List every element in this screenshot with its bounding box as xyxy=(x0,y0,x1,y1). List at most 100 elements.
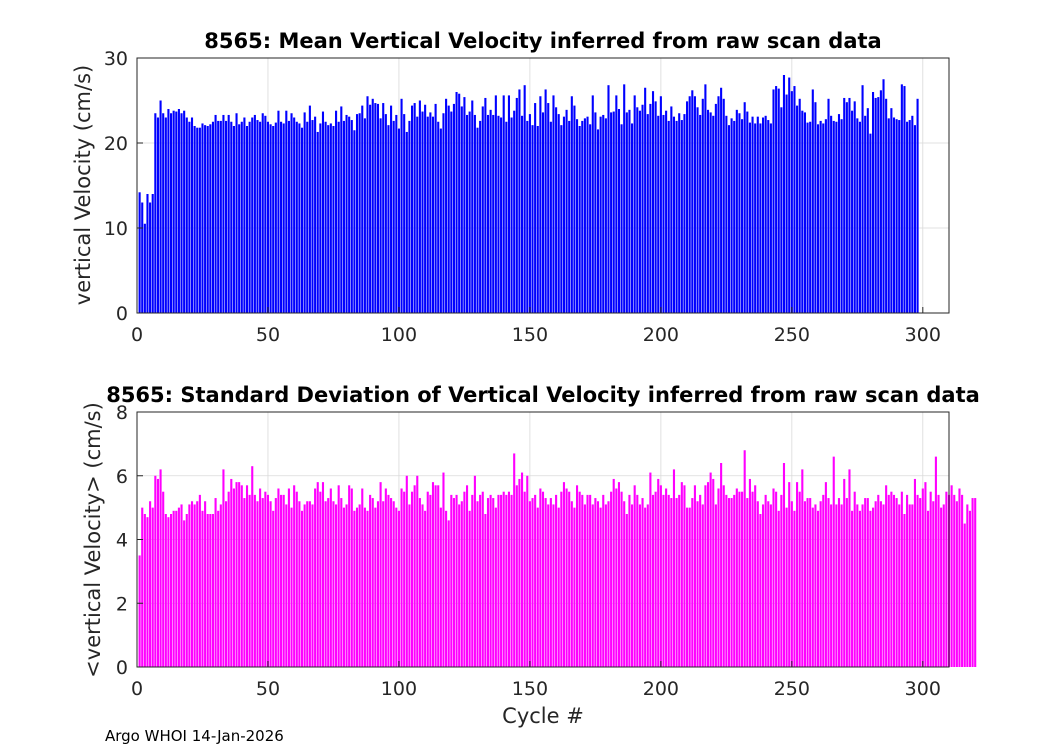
bar xyxy=(523,491,526,667)
bar xyxy=(557,507,560,668)
bar xyxy=(751,491,754,667)
bar xyxy=(906,494,909,668)
bar xyxy=(306,121,309,313)
bar xyxy=(437,121,440,313)
bar xyxy=(285,504,288,667)
bar xyxy=(751,116,754,314)
bar xyxy=(589,494,592,668)
bar xyxy=(843,478,846,667)
bar xyxy=(232,126,235,313)
bar xyxy=(507,95,510,314)
bar xyxy=(908,120,911,313)
bar xyxy=(906,121,909,313)
bar xyxy=(628,494,631,668)
bar xyxy=(874,501,877,667)
bar xyxy=(767,120,770,313)
bar xyxy=(610,491,613,667)
x-tick-label: 300 xyxy=(905,324,941,346)
bar xyxy=(924,482,927,668)
bar xyxy=(803,501,806,667)
bar xyxy=(162,113,165,313)
y-tick-label: 4 xyxy=(116,530,128,552)
bar xyxy=(321,482,325,668)
bar xyxy=(678,113,681,313)
bar xyxy=(348,116,351,314)
bar xyxy=(345,114,348,313)
bar xyxy=(798,491,801,667)
bar xyxy=(788,482,791,668)
x-tick-label: 250 xyxy=(774,324,810,346)
bar xyxy=(615,488,618,667)
bar xyxy=(458,93,461,313)
bar xyxy=(649,472,652,667)
bar xyxy=(832,456,835,668)
bar xyxy=(887,494,890,668)
bar xyxy=(274,122,277,313)
bar xyxy=(594,498,597,667)
bar xyxy=(243,498,246,667)
bar xyxy=(712,478,715,667)
bar xyxy=(219,120,222,314)
bar xyxy=(738,491,741,667)
bar xyxy=(300,127,304,313)
bar xyxy=(659,485,662,667)
bar xyxy=(287,488,290,667)
bar xyxy=(788,77,791,313)
bar xyxy=(576,485,579,667)
bar xyxy=(201,510,204,667)
bar xyxy=(361,488,364,667)
bar xyxy=(617,482,621,668)
bar xyxy=(332,126,335,313)
bar xyxy=(777,510,780,667)
bar xyxy=(691,90,694,313)
bar xyxy=(555,494,558,668)
bar xyxy=(733,120,736,314)
bar xyxy=(578,491,581,667)
bar xyxy=(620,124,623,313)
bar xyxy=(659,96,662,313)
bar xyxy=(662,494,665,668)
bar xyxy=(238,482,241,668)
bar xyxy=(484,514,487,667)
bar xyxy=(416,116,419,314)
bar xyxy=(146,517,149,667)
bar xyxy=(727,498,731,667)
bar xyxy=(473,475,476,667)
bar xyxy=(185,117,188,313)
bar xyxy=(581,494,584,668)
bar xyxy=(607,501,610,667)
chart-title: 8565: Standard Deviation of Vertical Vel… xyxy=(106,383,980,407)
bar xyxy=(578,126,581,313)
bar xyxy=(908,504,911,667)
bar xyxy=(657,115,660,313)
bar xyxy=(827,98,830,313)
bar xyxy=(586,494,589,668)
bar xyxy=(358,504,361,667)
x-tick-label: 0 xyxy=(131,324,143,346)
bar xyxy=(741,119,744,313)
bar xyxy=(507,491,510,667)
bar xyxy=(204,125,207,314)
bar xyxy=(303,112,306,314)
bar xyxy=(769,123,772,313)
bar xyxy=(353,510,356,667)
bar xyxy=(573,507,576,668)
bar xyxy=(363,507,366,668)
bar xyxy=(245,485,249,667)
bar xyxy=(214,114,217,313)
bar xyxy=(832,120,835,314)
bar xyxy=(434,103,437,314)
bar xyxy=(185,514,188,667)
bar xyxy=(418,100,421,313)
bar xyxy=(502,95,505,314)
bar xyxy=(591,504,594,667)
bar xyxy=(455,494,458,668)
bar xyxy=(699,494,702,668)
bar xyxy=(625,112,628,314)
bar xyxy=(518,478,521,667)
x-tick-label: 50 xyxy=(256,678,280,700)
bar xyxy=(667,494,670,668)
bar xyxy=(175,111,178,313)
bar xyxy=(717,488,720,667)
